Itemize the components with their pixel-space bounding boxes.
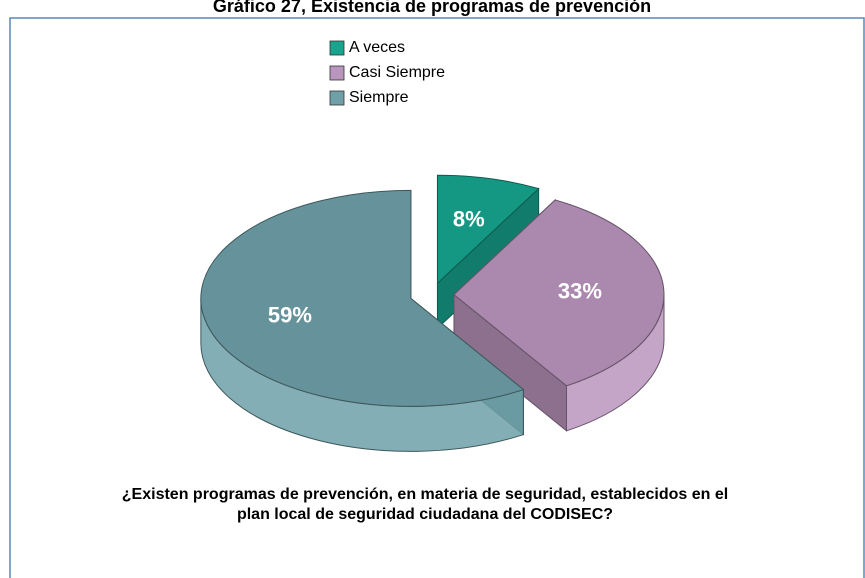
legend-swatch bbox=[329, 65, 345, 81]
legend-label: Casi Siempre bbox=[349, 64, 445, 81]
data-label: 59% bbox=[268, 302, 312, 327]
legend-label: Siempre bbox=[349, 89, 409, 106]
legend-swatch bbox=[329, 90, 345, 106]
legend-swatch bbox=[329, 40, 345, 56]
data-label: 8% bbox=[453, 206, 485, 231]
legend-label: A veces bbox=[349, 39, 405, 56]
pie-slice bbox=[200, 189, 525, 407]
caption-line: ¿Existen programas de prevención, en mat… bbox=[122, 486, 728, 503]
data-label: 33% bbox=[558, 278, 602, 303]
caption-line: plan local de seguridad ciudadana del CO… bbox=[237, 506, 613, 523]
pie-slice bbox=[453, 199, 665, 387]
pie-slice bbox=[436, 174, 540, 285]
chart-title: Gráfico 27, Existencia de programas de p… bbox=[213, 0, 651, 16]
